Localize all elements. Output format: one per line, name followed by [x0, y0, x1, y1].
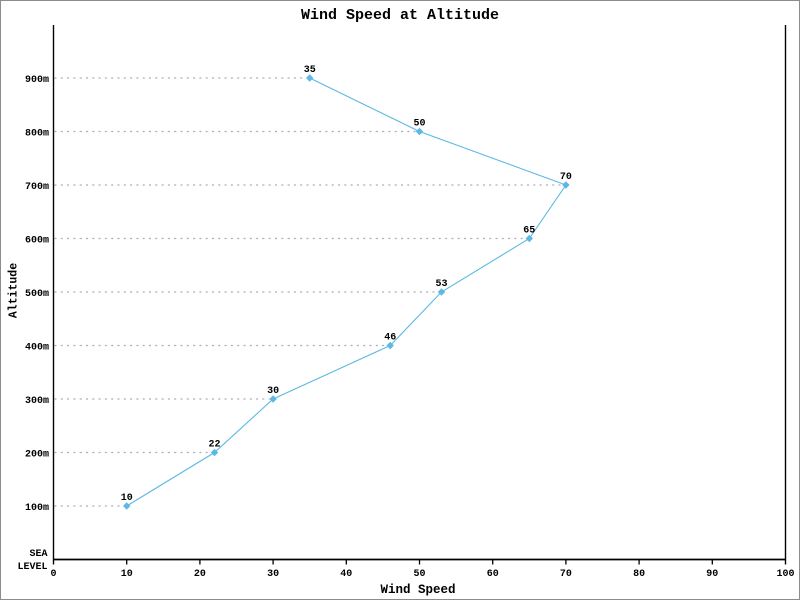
- svg-text:22: 22: [208, 440, 220, 451]
- svg-text:Wind Speed at Altitude: Wind Speed at Altitude: [301, 7, 499, 24]
- svg-text:60: 60: [487, 569, 499, 580]
- svg-text:600m: 600m: [25, 236, 49, 247]
- svg-text:Wind Speed: Wind Speed: [380, 583, 455, 597]
- svg-text:46: 46: [384, 333, 396, 344]
- svg-text:70: 70: [560, 569, 572, 580]
- svg-text:400m: 400m: [25, 343, 49, 354]
- svg-text:10: 10: [121, 569, 133, 580]
- svg-text:30: 30: [267, 569, 279, 580]
- svg-text:SEA: SEA: [29, 549, 47, 560]
- svg-text:90: 90: [706, 569, 718, 580]
- svg-text:100: 100: [776, 569, 794, 580]
- svg-text:300m: 300m: [25, 396, 49, 407]
- svg-text:50: 50: [413, 119, 425, 130]
- svg-text:LEVEL: LEVEL: [17, 562, 47, 573]
- svg-text:500m: 500m: [25, 289, 49, 300]
- svg-text:30: 30: [267, 386, 279, 397]
- svg-text:100m: 100m: [25, 503, 49, 514]
- svg-text:40: 40: [340, 569, 352, 580]
- svg-text:800m: 800m: [25, 129, 49, 140]
- svg-text:200m: 200m: [25, 450, 49, 461]
- svg-text:80: 80: [633, 569, 645, 580]
- svg-text:70: 70: [560, 172, 572, 183]
- svg-text:700m: 700m: [25, 182, 49, 193]
- svg-text:35: 35: [304, 65, 316, 76]
- svg-text:900m: 900m: [25, 75, 49, 86]
- svg-text:53: 53: [435, 279, 447, 290]
- svg-text:50: 50: [413, 569, 425, 580]
- svg-text:65: 65: [523, 226, 535, 237]
- svg-text:Altitude: Altitude: [8, 263, 21, 318]
- svg-text:20: 20: [194, 569, 206, 580]
- svg-text:0: 0: [50, 569, 56, 580]
- svg-text:10: 10: [121, 493, 133, 504]
